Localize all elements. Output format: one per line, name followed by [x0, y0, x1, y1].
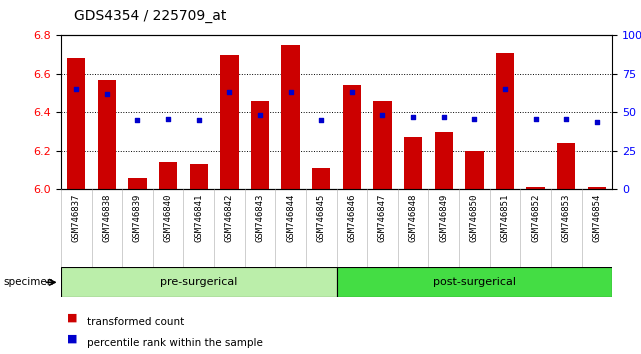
Text: GSM746853: GSM746853 [562, 193, 570, 242]
Text: percentile rank within the sample: percentile rank within the sample [87, 338, 262, 348]
Point [102, 91, 112, 97]
Point [316, 117, 326, 123]
Text: GSM746841: GSM746841 [194, 193, 203, 242]
Text: GSM746852: GSM746852 [531, 193, 540, 242]
Bar [588, 188, 606, 189]
Point [408, 114, 418, 120]
Text: GSM746850: GSM746850 [470, 193, 479, 242]
Text: GSM746838: GSM746838 [103, 193, 112, 242]
Text: transformed count: transformed count [87, 317, 184, 327]
Point [561, 116, 571, 121]
Text: GSM746848: GSM746848 [408, 193, 417, 242]
Text: GSM746849: GSM746849 [439, 193, 448, 242]
Text: GSM746842: GSM746842 [225, 193, 234, 242]
Bar [251, 101, 269, 189]
Bar [373, 101, 392, 189]
Point [224, 90, 235, 95]
Point [592, 119, 602, 125]
Text: GSM746847: GSM746847 [378, 193, 387, 242]
Point [438, 114, 449, 120]
Bar [220, 55, 238, 189]
Point [469, 116, 479, 121]
Bar [159, 162, 178, 189]
Bar [557, 143, 576, 189]
Text: GSM746846: GSM746846 [347, 193, 356, 242]
Text: GSM746851: GSM746851 [501, 193, 510, 242]
Point [531, 116, 541, 121]
Point [194, 117, 204, 123]
Text: GSM746844: GSM746844 [286, 193, 295, 242]
Bar [495, 53, 514, 189]
Text: pre-surgerical: pre-surgerical [160, 277, 237, 287]
Text: ■: ■ [67, 312, 78, 322]
Text: GSM746845: GSM746845 [317, 193, 326, 242]
Bar [312, 168, 330, 189]
Point [255, 113, 265, 118]
Point [71, 86, 81, 92]
Text: specimen: specimen [3, 277, 54, 287]
Bar [128, 178, 147, 189]
Point [163, 116, 173, 121]
Bar [526, 188, 545, 189]
Text: ■: ■ [67, 333, 78, 344]
Text: post-surgerical: post-surgerical [433, 277, 516, 287]
Point [285, 90, 296, 95]
Bar [281, 45, 300, 189]
Text: GSM746839: GSM746839 [133, 193, 142, 242]
Text: GSM746843: GSM746843 [256, 193, 265, 242]
Point [132, 117, 142, 123]
Bar [67, 58, 85, 189]
Point [347, 90, 357, 95]
Point [500, 86, 510, 92]
Bar [465, 151, 483, 189]
Point [378, 113, 388, 118]
Text: GSM746837: GSM746837 [72, 193, 81, 242]
Bar [435, 132, 453, 189]
Bar [343, 85, 361, 189]
Bar [97, 80, 116, 189]
Text: GDS4354 / 225709_at: GDS4354 / 225709_at [74, 9, 226, 23]
Text: GSM746854: GSM746854 [592, 193, 601, 242]
Bar [190, 164, 208, 189]
Text: GSM746840: GSM746840 [163, 193, 172, 242]
Bar [61, 267, 337, 297]
Bar [404, 137, 422, 189]
Bar [337, 267, 612, 297]
